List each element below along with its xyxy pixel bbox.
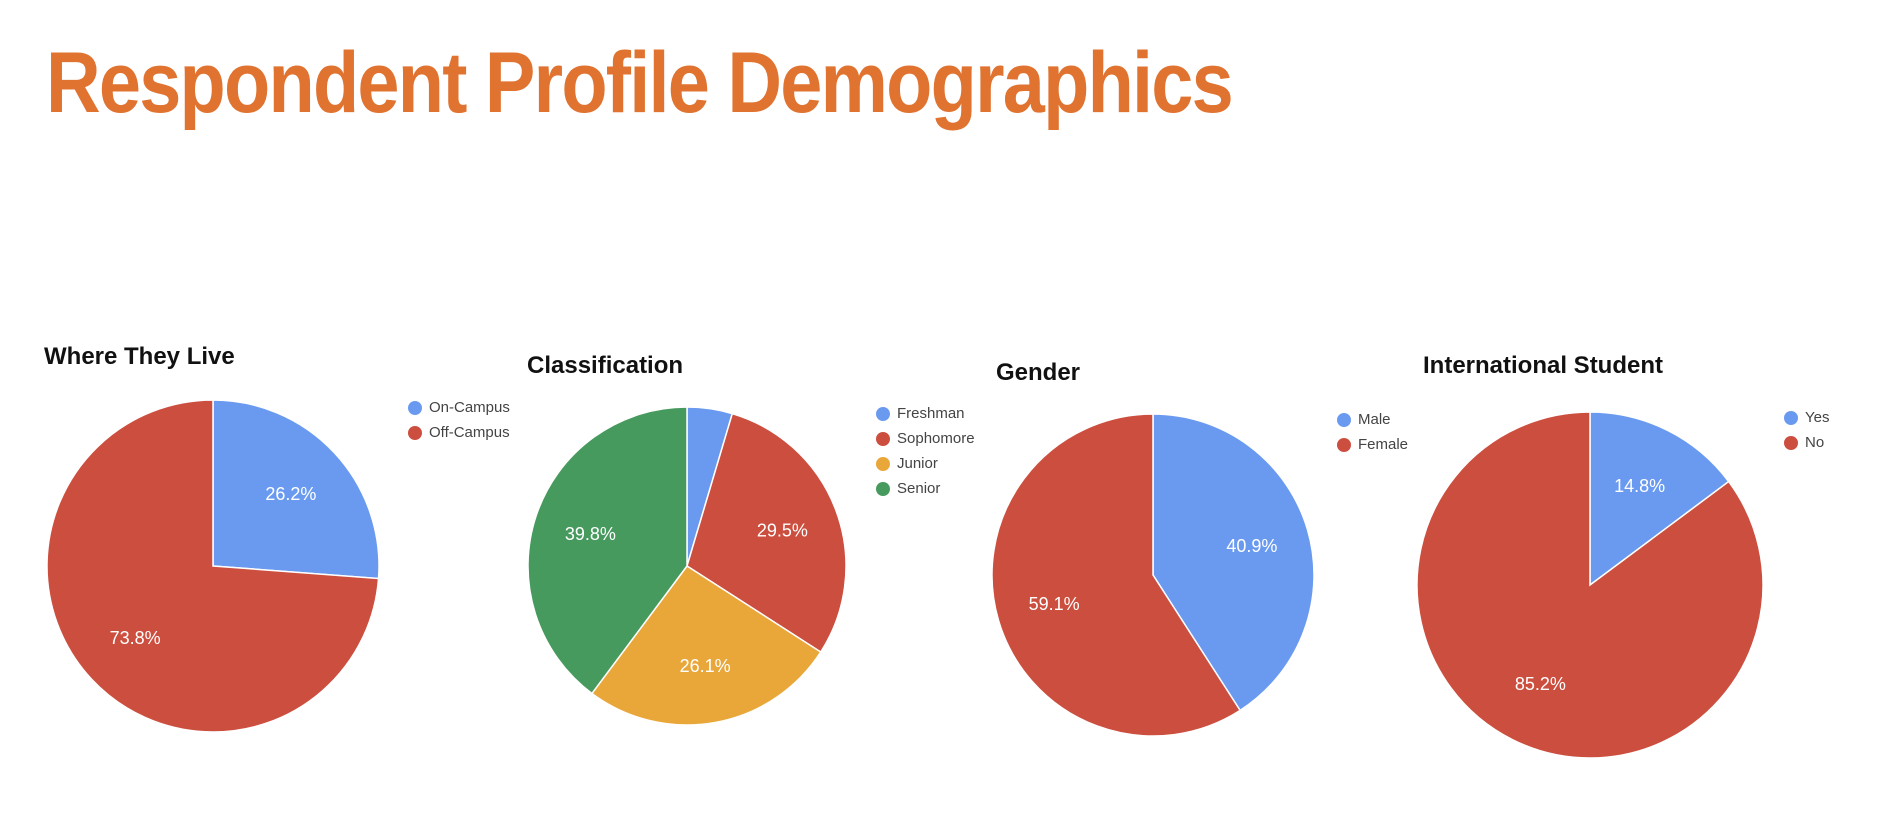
legend-item-on-campus: On-Campus	[408, 395, 510, 420]
pie-label-off-campus: 73.8%	[110, 628, 161, 648]
pie-slice-junior	[590, 564, 822, 726]
pie-label-sophomore: 29.5%	[757, 521, 808, 541]
pie-label-on-campus: 26.2%	[265, 484, 316, 504]
legend-label: On-Campus	[429, 399, 510, 416]
legend-label: Junior	[897, 455, 938, 472]
legend-label: Off-Campus	[429, 424, 510, 441]
pie-slice-female	[991, 413, 1242, 737]
legend-item-freshman: Freshman	[876, 401, 975, 426]
pie-label-female: 59.1%	[1029, 594, 1080, 614]
legend-label: Sophomore	[897, 430, 975, 447]
legend-gender: Male Female	[1337, 407, 1408, 457]
pie-slice-no	[1416, 411, 1764, 759]
legend-swatch	[1337, 437, 1351, 452]
legend-swatch	[1784, 435, 1798, 450]
legend-swatch	[408, 425, 422, 440]
legend-label: Senior	[897, 480, 941, 497]
legend-label: Freshman	[897, 405, 965, 422]
legend-item-yes: Yes	[1784, 405, 1829, 430]
legend-swatch	[876, 481, 890, 496]
pie-label-junior: 26.1%	[680, 656, 731, 676]
pie-label-male: 40.9%	[1226, 536, 1277, 556]
legend-item-male: Male	[1337, 407, 1408, 432]
legend-international-student: Yes No	[1784, 405, 1829, 455]
legend-item-no: No	[1784, 430, 1829, 455]
pie-label-senior: 39.8%	[565, 524, 616, 544]
legend-item-sophomore: Sophomore	[876, 426, 975, 451]
chart-title: Classification	[527, 352, 684, 379]
pie-slice-yes	[1589, 411, 1730, 587]
legend-label: No	[1805, 434, 1825, 451]
pie-label-no: 85.2%	[1515, 674, 1566, 694]
legend-label: Male	[1358, 411, 1391, 428]
page-title: Respondent Profile Demographics	[46, 35, 1234, 131]
legend-item-female: Female	[1337, 432, 1408, 457]
legend-swatch	[408, 400, 422, 415]
legend-item-junior: Junior	[876, 451, 975, 476]
chart-title: International Student	[1423, 352, 1663, 379]
legend-where-they-live: On-Campus Off-Campus	[408, 395, 510, 445]
legend-label: Yes	[1805, 409, 1830, 426]
pie-slice-senior	[527, 406, 688, 695]
legend-swatch	[1784, 410, 1798, 425]
pie-label-yes: 14.8%	[1614, 476, 1665, 496]
pie-slice-sophomore	[686, 412, 847, 654]
legend-item-senior: Senior	[876, 476, 975, 501]
pie-slice-off-campus	[46, 399, 380, 733]
legend-swatch	[876, 456, 890, 471]
legend-item-off-campus: Off-Campus	[408, 420, 510, 445]
legend-swatch	[1337, 412, 1351, 427]
chart-title: Gender	[996, 359, 1081, 386]
legend-swatch	[876, 406, 890, 421]
legend-swatch	[876, 431, 890, 446]
chart-title: Where They Live	[44, 343, 235, 370]
legend-label: Female	[1358, 436, 1409, 453]
legend-classification: Freshman Sophomore Junior Senior	[876, 401, 975, 501]
pie-slice-on-campus	[212, 399, 380, 580]
